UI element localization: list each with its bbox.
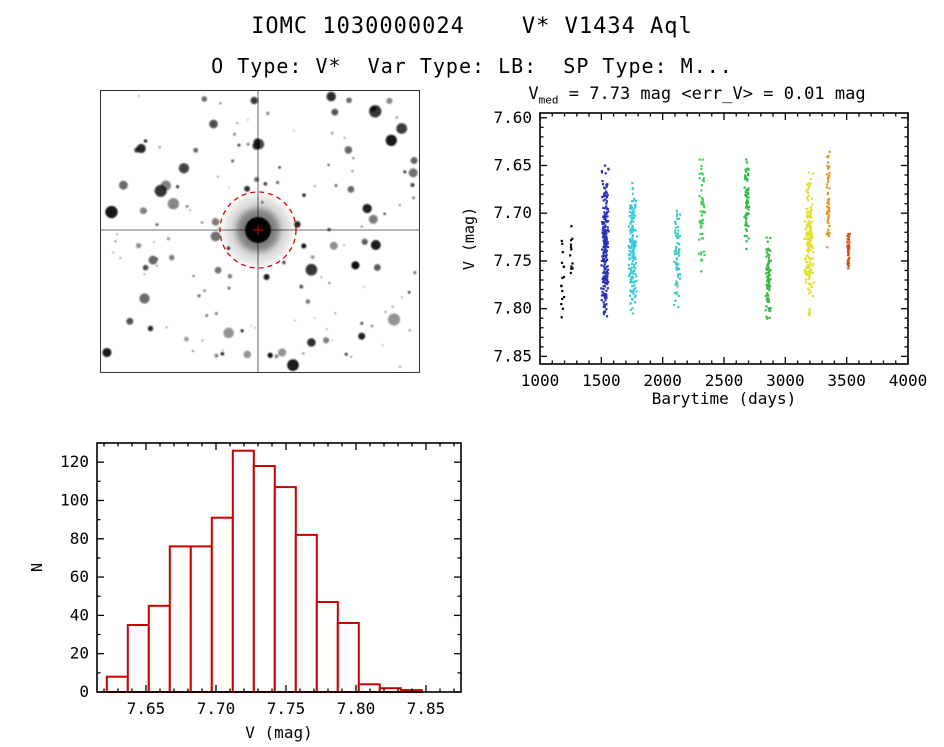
histogram-bar [210, 516, 234, 693]
lightcurve-title-rest: = 7.73 mag <err_V> = 0.01 mag [558, 84, 866, 104]
lightcurve-cluster [560, 239, 566, 319]
lightcurve-title-prefix: V [528, 84, 539, 104]
lightcurve-cluster [764, 236, 772, 320]
x-tick-label: 7.75 [267, 699, 306, 718]
histogram-bar [105, 675, 129, 693]
histogram-bar [168, 545, 192, 694]
lightcurve-title: Vmed = 7.73 mag <err_V> = 0.01 mag [450, 84, 944, 106]
x-tick-label: 2000 [643, 371, 682, 390]
lightcurve-cluster [846, 232, 851, 270]
histogram-bar [231, 449, 255, 694]
histogram-bar [357, 683, 381, 693]
x-tick-label: 3500 [827, 371, 866, 390]
photometric-aperture-circle [219, 191, 297, 269]
y-tick-label: 7.70 [493, 203, 532, 222]
page-subtitle: O Type: V* Var Type: LB: SP Type: M... [211, 54, 733, 78]
plot-box [96, 442, 462, 693]
x-tick-label: 4000 [889, 371, 928, 390]
lightcurve-title-sub: med [538, 93, 559, 107]
histogram-bar [273, 486, 297, 693]
y-tick-label: 7.85 [493, 346, 532, 365]
lightcurve-cluster [600, 164, 610, 318]
y-tick-label: 100 [60, 490, 89, 509]
lightcurve-chart: 1000 1500 2000 2500 3000 3500 4000 7.60 7.65 7.70… [460, 108, 927, 408]
x-tick-label: 1000 [521, 371, 560, 390]
y-tick-label: 80 [70, 529, 89, 548]
lightcurve-cluster [569, 225, 574, 275]
y-tick-label: 7.60 [493, 108, 532, 127]
histogram-bar [315, 601, 339, 693]
x-tick-label: 7.70 [197, 699, 236, 718]
lightcurve-cluster [673, 209, 682, 308]
y-tick-label: 40 [70, 605, 89, 624]
histogram-bar [252, 465, 276, 693]
histogram-xlabel: V (mag) [245, 723, 312, 742]
x-tick-label: 7.85 [407, 699, 446, 718]
star-field-image [100, 90, 420, 373]
plot-box [539, 112, 909, 365]
histogram-chart: 7.65 7.70 7.75 7.80 7.85 0 20 40 60 80 100 120 V (ma… [28, 442, 462, 742]
x-tick-label: 3000 [766, 371, 805, 390]
x-tick-label: 1500 [582, 371, 621, 390]
histogram-bar [294, 533, 318, 694]
lightcurve-cluster [743, 158, 751, 251]
lightcurve-cluster [697, 158, 706, 273]
lightcurve-tick-labels: 1000 1500 2000 2500 3000 3500 4000 7.60 7.65 7.70… [460, 108, 927, 408]
lightcurve-points [560, 150, 851, 320]
x-tick-label: 2500 [705, 371, 744, 390]
y-tick-label: 0 [79, 682, 89, 701]
histogram-axes [96, 442, 462, 693]
histogram-tick-labels: 7.65 7.70 7.75 7.80 7.85 0 20 40 60 80 100 120 V (ma… [28, 452, 445, 742]
lightcurve-cluster [627, 181, 639, 315]
histogram-bar [189, 545, 213, 694]
y-tick-label: 20 [70, 644, 89, 663]
starfield-frame [100, 90, 420, 373]
histogram-bar [147, 604, 171, 693]
lightcurve-cluster [803, 171, 816, 317]
lightcurve-ylabel: V (mag) [460, 207, 478, 270]
histogram-bars [105, 449, 423, 694]
y-tick-label: 120 [60, 452, 89, 471]
page-title: IOMC 1030000024 V* V1434 Aql [251, 14, 693, 39]
y-tick-label: 7.80 [493, 299, 532, 318]
x-tick-label: 7.80 [337, 699, 376, 718]
x-tick-label: 7.65 [127, 699, 166, 718]
y-tick-label: 7.65 [493, 155, 532, 174]
histogram-ylabel: N [28, 563, 46, 572]
histogram-bar [126, 624, 150, 693]
lightcurve-cluster [825, 150, 831, 249]
y-tick-label: 60 [70, 567, 89, 586]
lightcurve-axes [539, 112, 909, 365]
lightcurve-xlabel: Barytime (days) [652, 389, 797, 408]
histogram-bar [336, 622, 360, 693]
y-tick-label: 7.75 [493, 251, 532, 270]
